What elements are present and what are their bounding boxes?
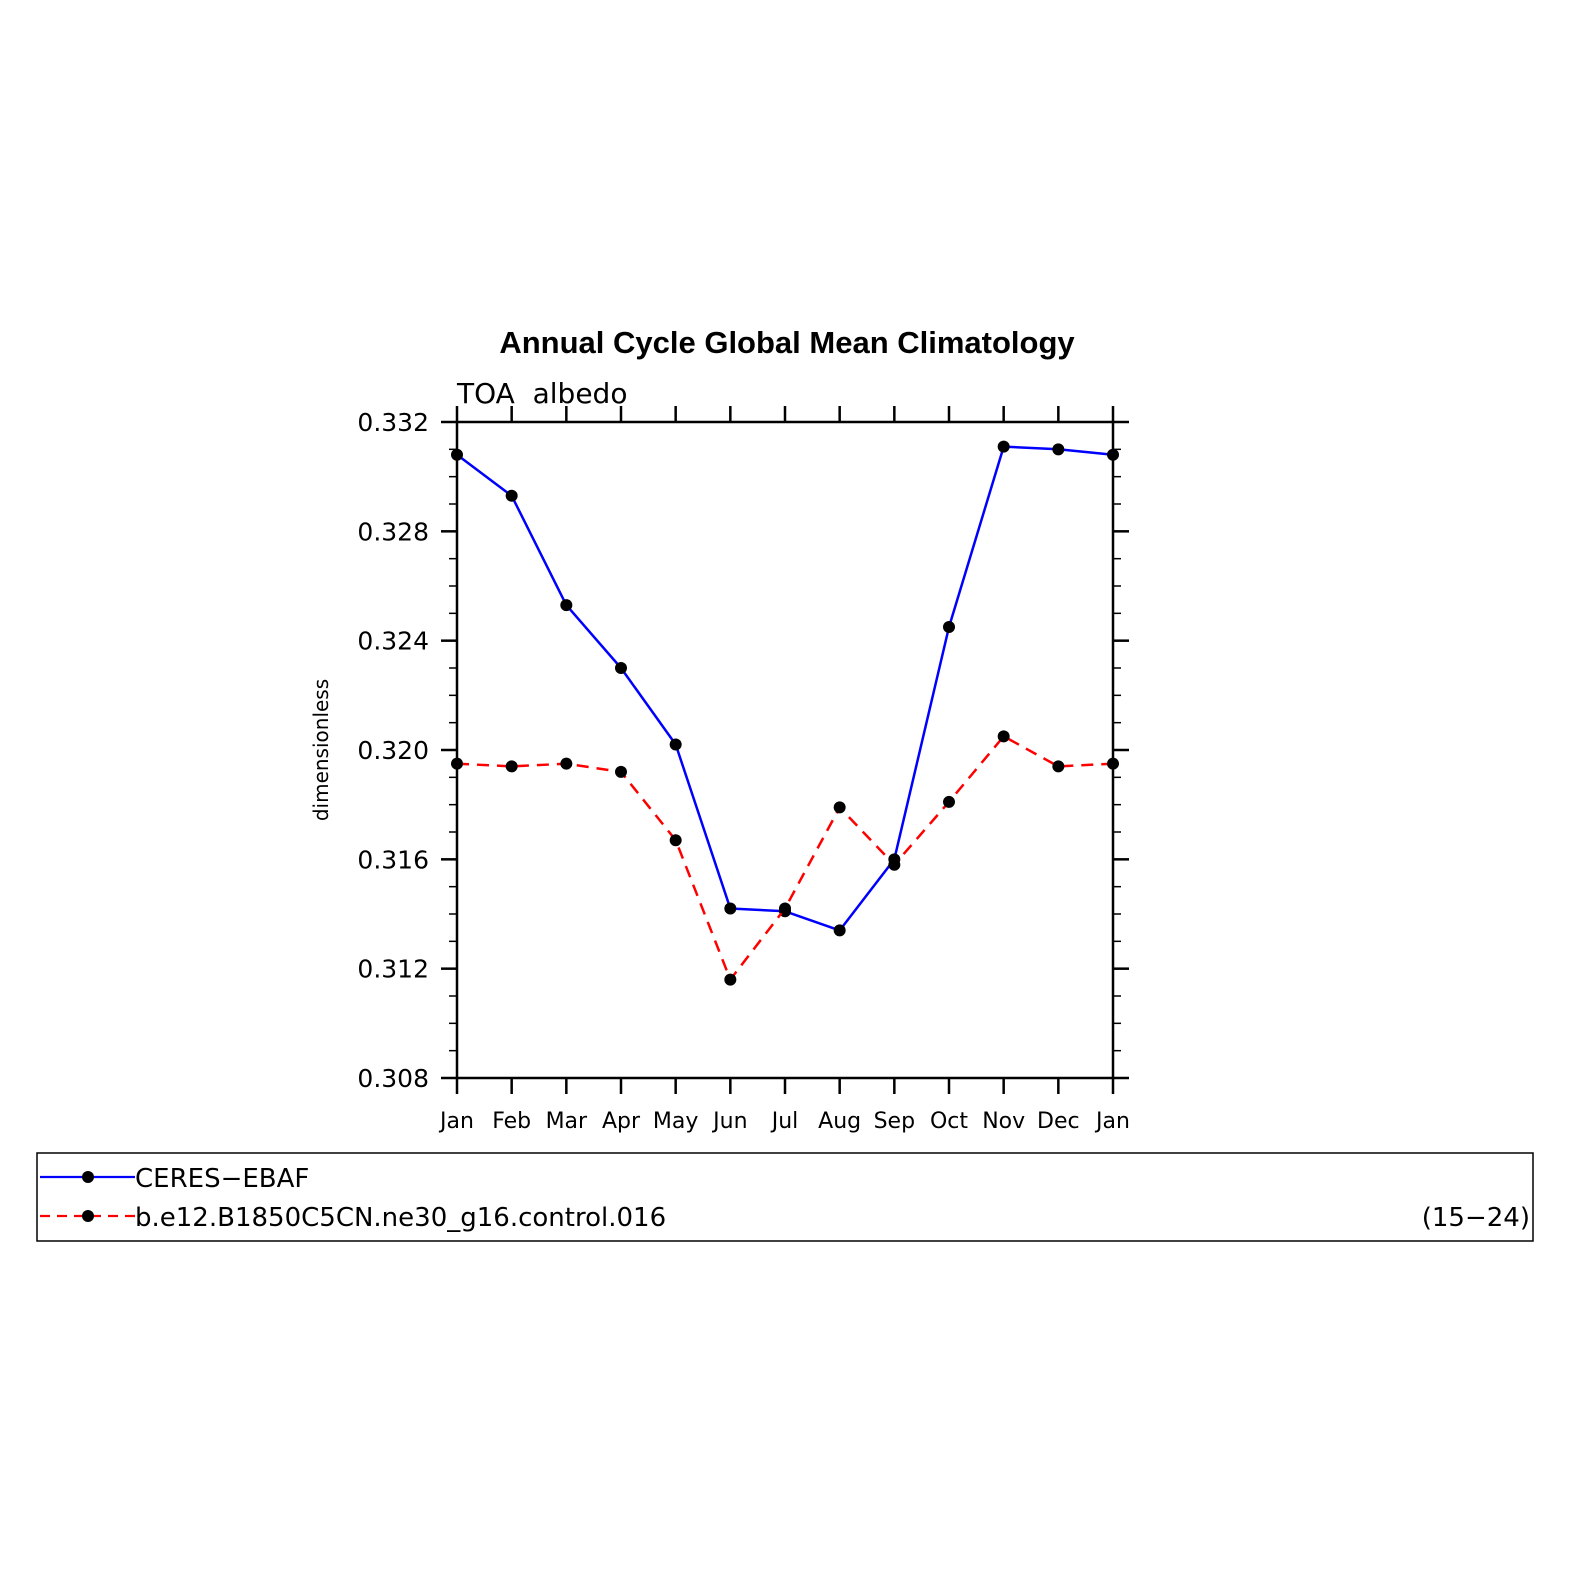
legend-years-note: (15−24)	[1422, 1203, 1530, 1233]
x-tick-label: Sep	[874, 1109, 915, 1134]
series-0	[451, 440, 1119, 937]
x-tick-label: May	[653, 1109, 698, 1134]
chart-subtitle: TOA albedo	[456, 377, 627, 410]
data-point	[943, 621, 955, 633]
legend-label-ceres: CERES−EBAF	[135, 1164, 309, 1194]
y-tick-label: 0.328	[357, 517, 429, 546]
legend-marker-ceres	[82, 1171, 94, 1183]
plot-frame	[455, 420, 1115, 1080]
x-tick-label: Mar	[546, 1109, 588, 1134]
y-tick-labels: 0.308 0.312 0.316 0.320 0.324 0.328 0.332	[357, 408, 429, 1093]
series-line-1	[456, 735, 1114, 981]
data-point	[1052, 760, 1065, 773]
x-tick-label: Jan	[438, 1109, 474, 1134]
x-tick-label: Aug	[818, 1109, 861, 1134]
data-point	[997, 730, 1010, 743]
data-point	[888, 858, 901, 871]
data-point	[833, 924, 846, 937]
data-point	[505, 760, 518, 773]
data-point	[669, 738, 682, 751]
x-tick-label: Oct	[930, 1109, 968, 1134]
x-tick-label: Nov	[982, 1109, 1025, 1134]
axis-ticks	[441, 406, 1129, 1094]
data-point	[615, 765, 627, 778]
legend-entry-model: b.e12.B1850C5CN.ne30_g16.control.016	[40, 1203, 666, 1233]
y-tick-label: 0.332	[357, 408, 429, 437]
data-point	[560, 599, 573, 612]
y-tick-label: 0.320	[357, 736, 429, 765]
y-tick-label: 0.316	[357, 845, 429, 874]
data-point	[1052, 443, 1065, 456]
data-point	[997, 440, 1010, 453]
y-axis-label: dimensionless	[309, 679, 333, 821]
y-tick-label: 0.324	[357, 627, 429, 656]
legend-box	[36, 1152, 1534, 1242]
data-point	[833, 801, 846, 814]
data-point	[615, 662, 627, 674]
x-tick-label: Dec	[1037, 1109, 1080, 1134]
x-tick-label: Feb	[492, 1109, 531, 1134]
data-point	[724, 973, 737, 986]
legend: CERES−EBAF b.e12.B1850C5CN.ne30_g16.cont…	[36, 1152, 1534, 1242]
legend-entry-ceres: CERES−EBAF	[40, 1164, 309, 1194]
series-layer	[451, 440, 1119, 986]
series-1	[451, 730, 1119, 986]
y-tick-label: 0.312	[357, 955, 429, 984]
legend-marker-model	[82, 1210, 94, 1222]
x-tick-label: Jan	[1094, 1109, 1130, 1134]
data-point	[560, 757, 573, 770]
data-point	[505, 489, 518, 502]
x-tick-label: Jun	[711, 1109, 747, 1134]
data-point	[943, 795, 955, 808]
y-tick-label: 0.308	[357, 1064, 429, 1093]
x-tick-labels: Jan Feb Mar Apr May Jun Jul Aug Sep Oct Nov Dec Jan	[438, 1109, 1130, 1134]
chart-title: Annual Cycle Global Mean Climatology	[499, 325, 1075, 360]
x-tick-label: Apr	[602, 1109, 641, 1134]
series-line-0	[456, 445, 1114, 932]
data-point	[724, 902, 737, 915]
data-point	[669, 834, 682, 847]
x-tick-label: Jul	[770, 1109, 799, 1134]
data-point	[779, 902, 791, 915]
legend-label-model: b.e12.B1850C5CN.ne30_g16.control.016	[135, 1203, 666, 1233]
